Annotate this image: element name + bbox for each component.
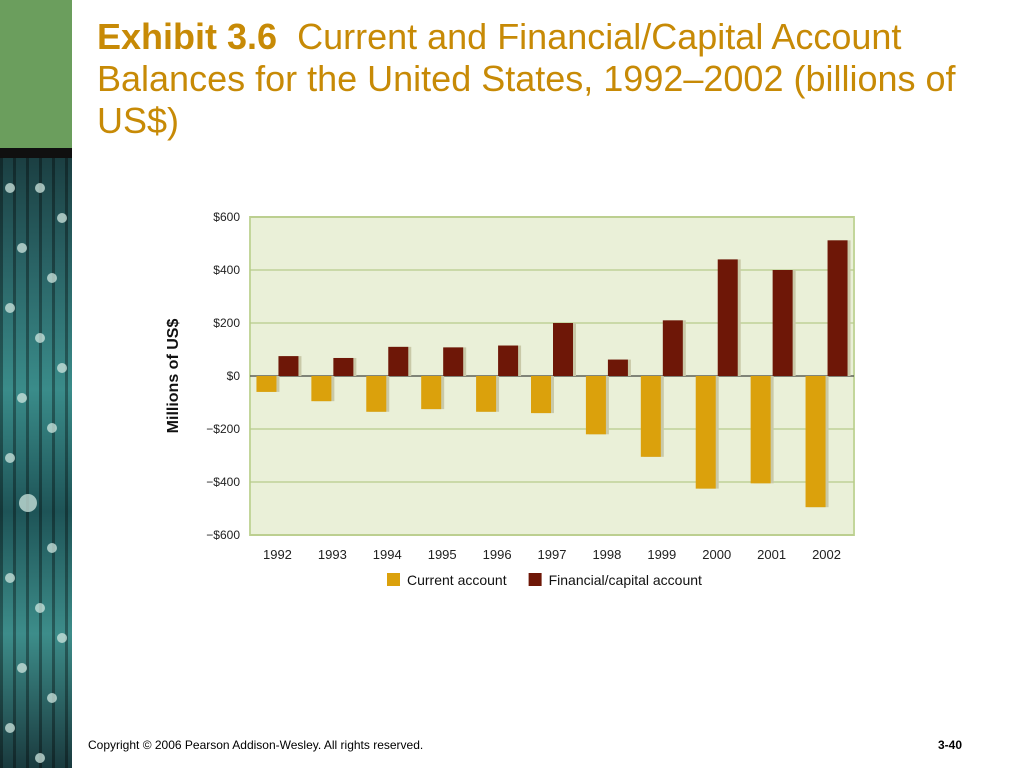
bar-financial-capital-account bbox=[388, 346, 409, 376]
bar-current-account bbox=[421, 376, 442, 410]
x-tick-label: 2002 bbox=[812, 547, 841, 562]
footer-copyright: Copyright © 2006 Pearson Addison-Wesley.… bbox=[88, 738, 424, 752]
x-tick-label: 1992 bbox=[263, 547, 292, 562]
bar-current-account bbox=[585, 376, 606, 435]
legend-label: Current account bbox=[407, 572, 507, 588]
decorative-divider bbox=[0, 148, 72, 158]
bar-financial-capital-account bbox=[607, 359, 628, 376]
bar-financial-capital-account bbox=[827, 240, 848, 376]
bar-chart: $600$400$200$0−$200−$400−$600 1992 1993 19… bbox=[165, 210, 855, 588]
bar-current-account bbox=[531, 376, 551, 414]
bar-financial-capital-account bbox=[553, 323, 573, 376]
x-tick-label: 2001 bbox=[757, 547, 786, 562]
y-tick-label: −$200 bbox=[206, 422, 240, 436]
slide-title: Exhibit 3.6 Current and Financial/Capita… bbox=[97, 16, 977, 142]
title-exhibit-number: Exhibit 3.6 bbox=[97, 16, 278, 57]
y-tick-label: $600 bbox=[213, 210, 240, 224]
bar-current-account bbox=[640, 376, 661, 457]
bar-current-account bbox=[805, 376, 826, 508]
bar-current-account bbox=[750, 376, 771, 484]
x-tick-label: 1995 bbox=[428, 547, 457, 562]
legend: Current account Financial/capital account bbox=[387, 572, 702, 588]
bar-financial-capital-account bbox=[333, 357, 354, 376]
legend-swatch bbox=[387, 573, 400, 586]
y-tick-label: $0 bbox=[227, 369, 241, 383]
y-tick-label: $200 bbox=[213, 316, 240, 330]
circuit-pattern bbox=[5, 183, 67, 763]
x-tick-label: 1999 bbox=[647, 547, 676, 562]
x-tick-label: 1994 bbox=[373, 547, 402, 562]
title-text: Current and Financial/Capital Account Ba… bbox=[97, 16, 956, 141]
bar-current-account bbox=[256, 376, 277, 392]
x-tick-label: 1997 bbox=[538, 547, 567, 562]
bar-financial-capital-account bbox=[498, 345, 519, 376]
x-axis-ticks: 1992 1993 1994 1995 1996 1997 1998 1999 2000 2001… bbox=[263, 547, 841, 562]
bar-financial-capital-account bbox=[443, 347, 464, 376]
bar-current-account bbox=[476, 376, 497, 412]
bar-current-account bbox=[695, 376, 716, 489]
page-number: 3-40 bbox=[937, 738, 962, 752]
y-axis-ticks: $600 $400 $200 $0 −$200 −$400 −$600 bbox=[206, 210, 240, 542]
x-tick-label: 1998 bbox=[592, 547, 621, 562]
bar-current-account bbox=[311, 376, 332, 402]
y-tick-label: −$400 bbox=[206, 475, 240, 489]
decorative-circuit-band bbox=[0, 158, 72, 768]
bar-financial-capital-account bbox=[278, 356, 299, 376]
legend-swatch bbox=[528, 573, 542, 586]
x-tick-label: 2000 bbox=[702, 547, 731, 562]
y-axis-label: Millions of US$ bbox=[165, 319, 182, 434]
bars bbox=[256, 240, 851, 508]
y-tick-label: −$600 bbox=[206, 528, 240, 542]
decorative-green-panel bbox=[0, 0, 72, 148]
bar-current-account bbox=[366, 376, 387, 412]
bar-financial-capital-account bbox=[662, 320, 683, 376]
x-tick-label: 1996 bbox=[483, 547, 512, 562]
bar-financial-capital-account bbox=[772, 270, 793, 376]
bar-financial-capital-account bbox=[717, 259, 738, 376]
y-tick-label: $400 bbox=[213, 263, 240, 277]
x-tick-label: 1993 bbox=[318, 547, 347, 562]
legend-label: Financial/capital account bbox=[549, 572, 702, 588]
